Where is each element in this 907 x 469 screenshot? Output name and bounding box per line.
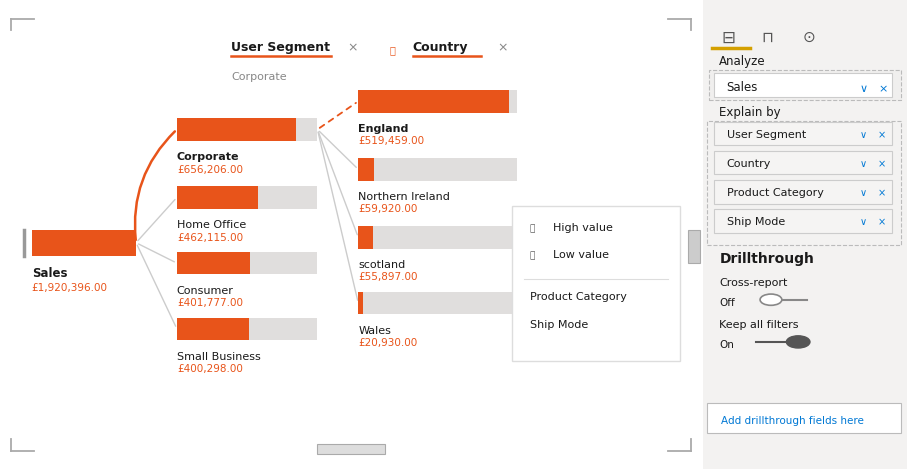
Text: Explain by: Explain by	[719, 106, 781, 119]
Text: ⊟: ⊟	[721, 29, 735, 46]
Text: £55,897.00: £55,897.00	[358, 272, 418, 282]
Text: User Segment: User Segment	[727, 130, 805, 140]
Text: ∨: ∨	[860, 84, 868, 94]
Text: £519,459.00: £519,459.00	[358, 136, 424, 146]
Text: £1,920,396.00: £1,920,396.00	[32, 283, 108, 293]
FancyBboxPatch shape	[358, 292, 364, 314]
Text: ×: ×	[878, 84, 887, 94]
FancyBboxPatch shape	[177, 252, 250, 274]
Text: £462,115.00: £462,115.00	[177, 233, 243, 242]
FancyBboxPatch shape	[358, 158, 375, 181]
FancyBboxPatch shape	[358, 158, 517, 181]
Text: Small Business: Small Business	[177, 352, 260, 362]
Text: Corporate: Corporate	[177, 152, 239, 162]
Text: £656,206.00: £656,206.00	[177, 165, 243, 174]
Text: Country: Country	[727, 159, 771, 169]
Text: Consumer: Consumer	[177, 286, 234, 296]
FancyBboxPatch shape	[177, 118, 297, 141]
Text: £20,930.00: £20,930.00	[358, 338, 417, 348]
FancyBboxPatch shape	[177, 318, 317, 340]
Text: £401,777.00: £401,777.00	[177, 298, 243, 308]
FancyBboxPatch shape	[358, 226, 373, 249]
FancyBboxPatch shape	[177, 318, 249, 340]
Text: ∨: ∨	[860, 217, 867, 227]
Text: ⊓: ⊓	[762, 30, 774, 45]
Text: Cross-report: Cross-report	[719, 278, 787, 288]
FancyBboxPatch shape	[714, 122, 892, 145]
Text: ∨: ∨	[860, 159, 867, 169]
FancyBboxPatch shape	[358, 90, 517, 113]
Text: Ship Mode: Ship Mode	[727, 217, 785, 227]
Text: ×: ×	[878, 159, 886, 169]
Text: On: On	[719, 340, 734, 350]
Circle shape	[786, 336, 810, 348]
FancyBboxPatch shape	[177, 252, 317, 274]
Text: Off: Off	[719, 298, 735, 308]
Text: Corporate: Corporate	[231, 72, 287, 82]
FancyBboxPatch shape	[177, 186, 258, 209]
Text: Northern Ireland: Northern Ireland	[358, 192, 450, 202]
Text: Keep all filters: Keep all filters	[719, 320, 799, 330]
Text: Sales: Sales	[727, 81, 758, 93]
Text: +: +	[533, 298, 545, 311]
Text: Analyze: Analyze	[719, 55, 766, 68]
Text: Country: Country	[413, 41, 468, 54]
Text: ×: ×	[878, 217, 886, 227]
Text: Home Office: Home Office	[177, 220, 246, 230]
Text: ×: ×	[347, 42, 358, 55]
Text: 💡: 💡	[530, 251, 535, 260]
FancyBboxPatch shape	[358, 90, 509, 113]
Text: Wales: Wales	[358, 326, 391, 336]
FancyBboxPatch shape	[177, 186, 317, 209]
Text: Ship Mode: Ship Mode	[530, 320, 588, 330]
Text: scotland: scotland	[358, 260, 405, 270]
FancyBboxPatch shape	[358, 292, 517, 314]
Text: 💡: 💡	[530, 224, 535, 233]
FancyBboxPatch shape	[714, 73, 892, 97]
FancyBboxPatch shape	[32, 230, 136, 256]
FancyBboxPatch shape	[688, 230, 700, 263]
Text: +: +	[533, 232, 545, 246]
FancyBboxPatch shape	[32, 230, 136, 256]
Text: ∨: ∨	[860, 188, 867, 198]
FancyBboxPatch shape	[709, 70, 901, 100]
FancyBboxPatch shape	[714, 180, 892, 204]
Text: Product Category: Product Category	[530, 292, 627, 302]
FancyBboxPatch shape	[714, 209, 892, 233]
Text: High value: High value	[553, 223, 613, 233]
FancyBboxPatch shape	[714, 151, 892, 174]
Text: Add drillthrough fields here: Add drillthrough fields here	[721, 416, 864, 426]
Text: ⊙: ⊙	[803, 30, 815, 45]
Text: ×: ×	[878, 130, 886, 140]
Text: England: England	[358, 124, 409, 134]
Text: 💡: 💡	[390, 45, 395, 55]
FancyBboxPatch shape	[177, 118, 317, 141]
Text: Drillthrough: Drillthrough	[719, 252, 814, 265]
Text: £59,920.00: £59,920.00	[358, 204, 417, 214]
Text: User Segment: User Segment	[231, 41, 330, 54]
Circle shape	[760, 294, 782, 305]
FancyBboxPatch shape	[317, 444, 385, 454]
FancyBboxPatch shape	[358, 226, 517, 249]
Text: ∨: ∨	[860, 130, 867, 140]
Text: Low value: Low value	[553, 250, 610, 260]
Text: ×: ×	[878, 188, 886, 198]
FancyBboxPatch shape	[703, 0, 907, 469]
Text: Sales: Sales	[32, 267, 67, 280]
Text: Product Category: Product Category	[727, 188, 824, 198]
Text: £400,298.00: £400,298.00	[177, 364, 243, 374]
FancyBboxPatch shape	[707, 403, 901, 433]
FancyBboxPatch shape	[512, 206, 680, 361]
Text: ×: ×	[497, 42, 508, 55]
